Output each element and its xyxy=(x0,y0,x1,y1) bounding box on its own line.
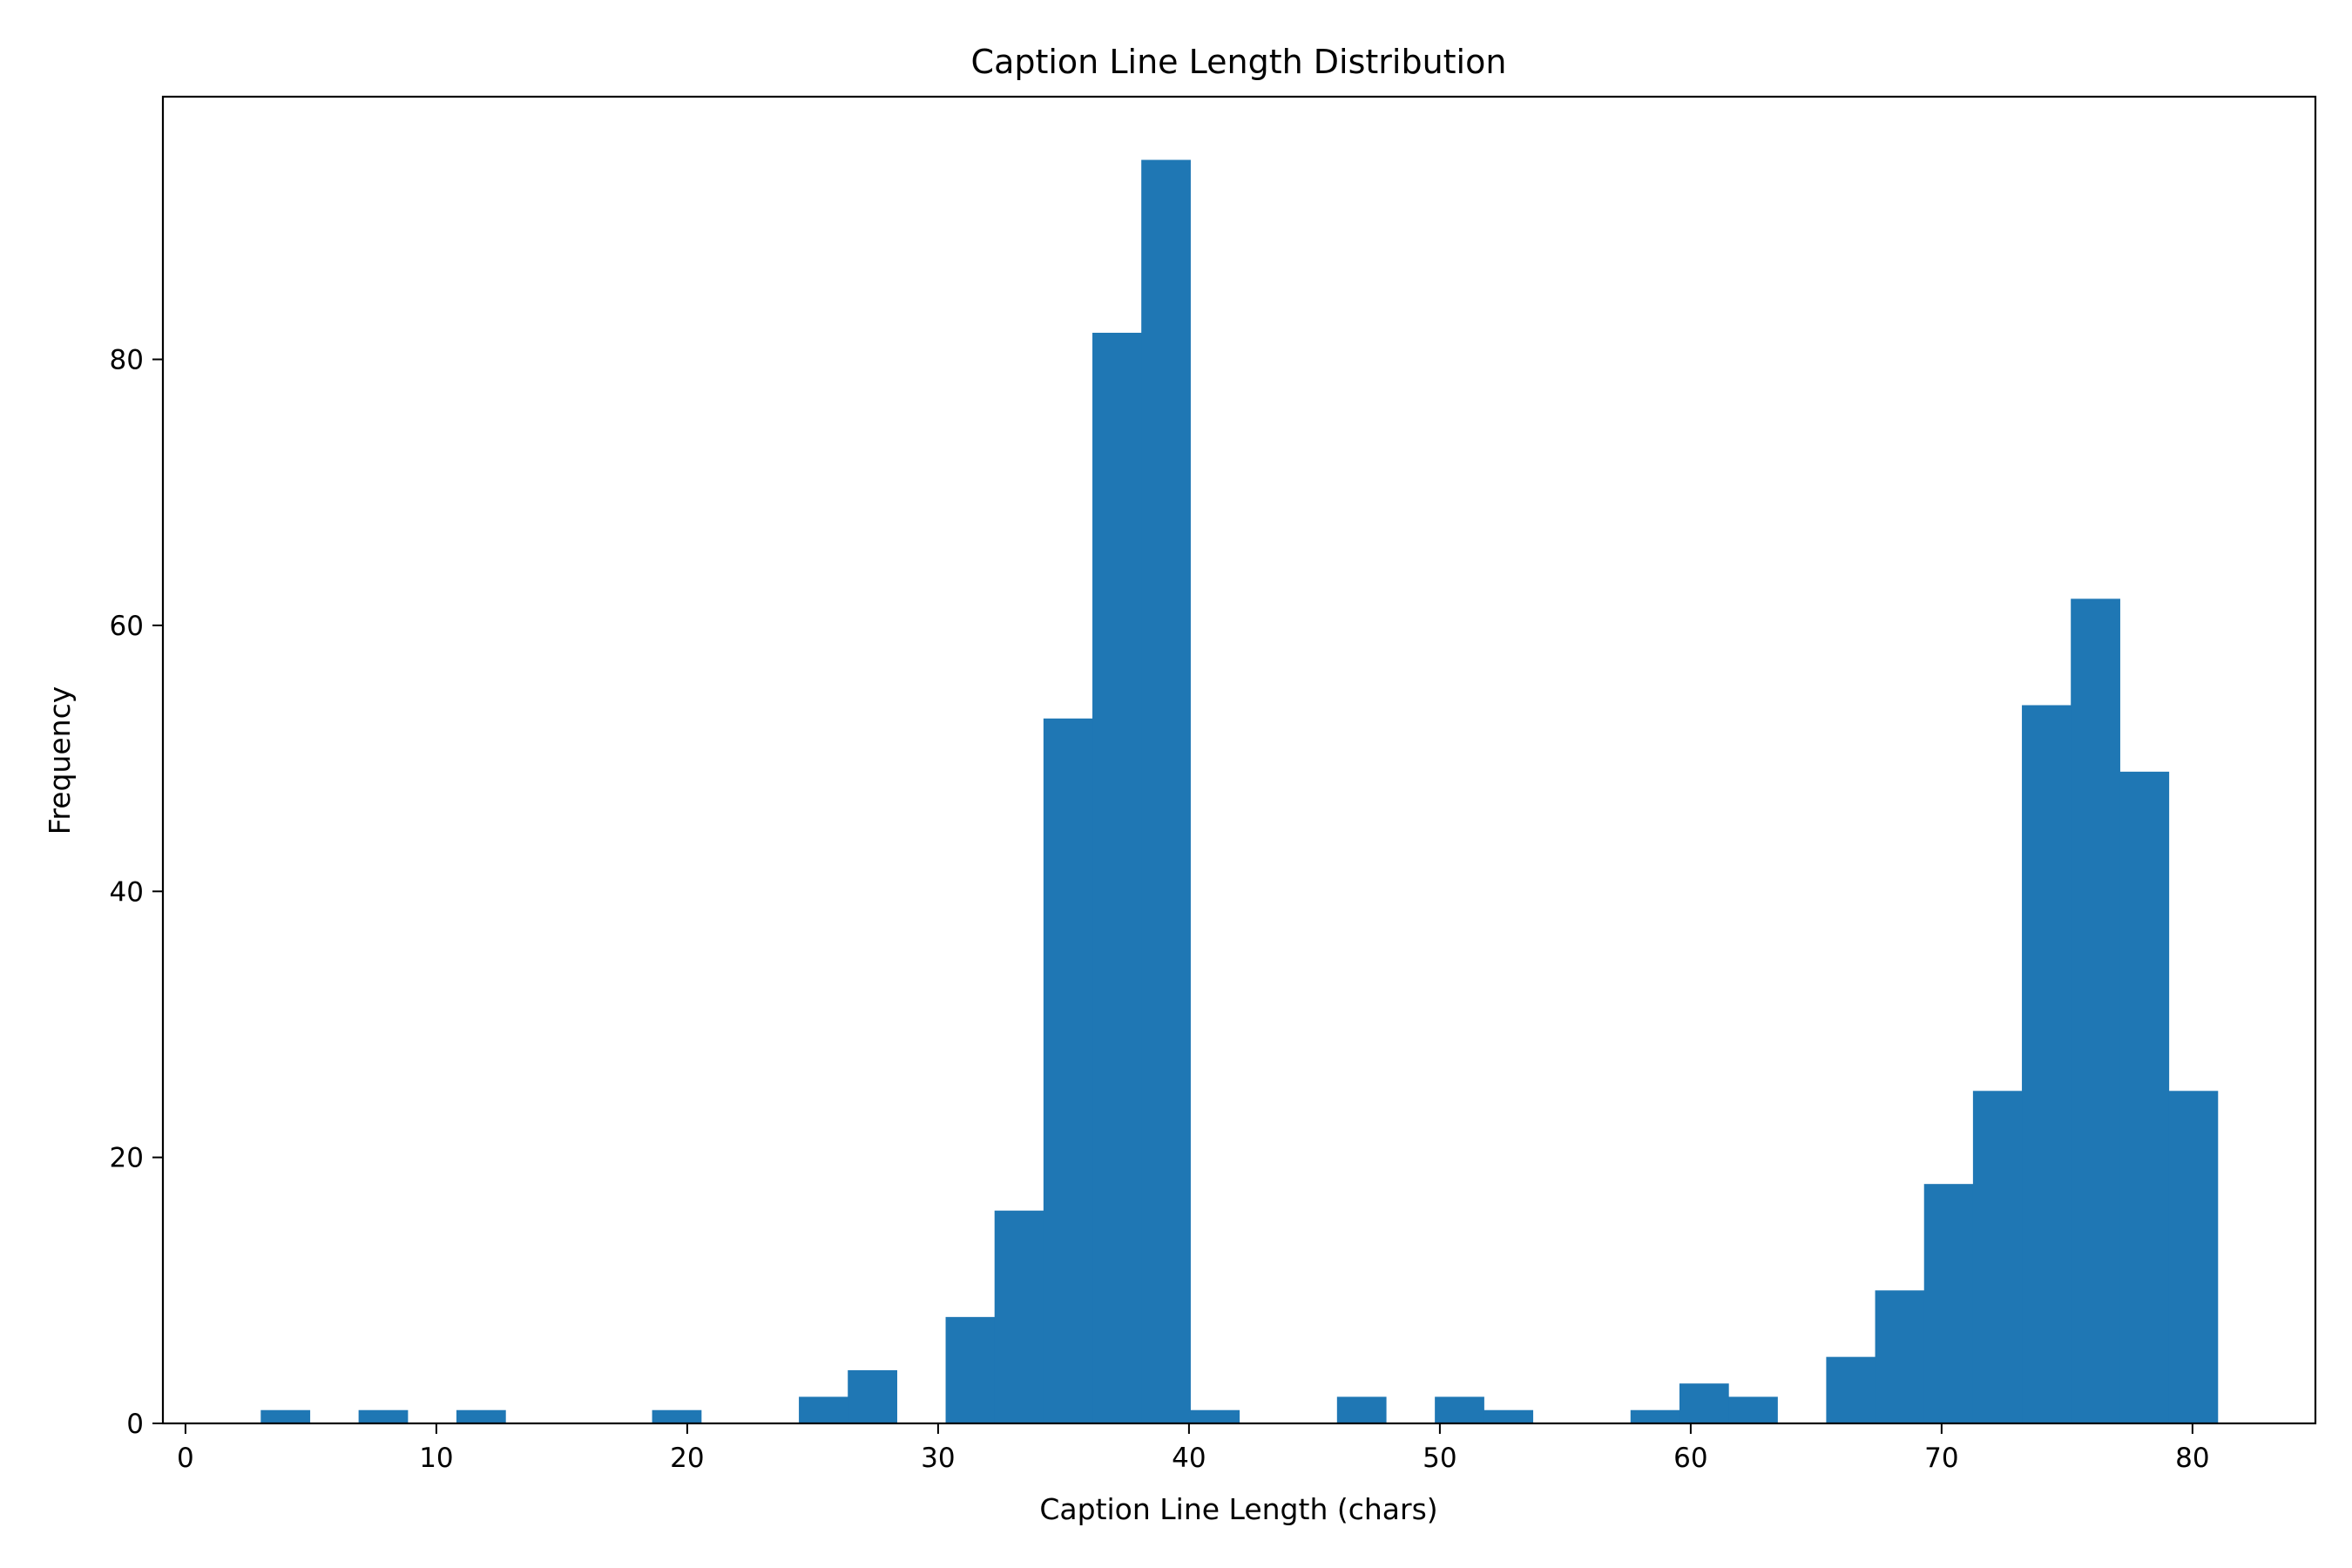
x-tick-label: 80 xyxy=(2175,1443,2209,1474)
histogram-bar xyxy=(848,1369,897,1423)
histogram-bar xyxy=(1972,1091,2023,1423)
histogram-bar xyxy=(1826,1356,1876,1423)
histogram-bar xyxy=(1630,1409,1680,1423)
y-axis-ticks: 0 20 40 60 80 xyxy=(110,345,163,1440)
x-axis-label: Caption Line Length (chars) xyxy=(1039,1492,1437,1526)
y-tick-label: 60 xyxy=(110,611,144,642)
histogram-bar xyxy=(1484,1409,1534,1423)
histogram-bar xyxy=(1435,1396,1484,1423)
histogram-bar xyxy=(2071,598,2120,1423)
histogram-bar xyxy=(799,1396,848,1423)
histogram-bar xyxy=(994,1210,1044,1423)
y-tick-label: 0 xyxy=(126,1409,144,1440)
x-tick-label: 0 xyxy=(177,1443,194,1474)
x-tick-label: 30 xyxy=(921,1443,955,1474)
histogram-bar xyxy=(1923,1184,1974,1423)
x-tick-label: 10 xyxy=(419,1443,453,1474)
histogram-bar xyxy=(260,1409,311,1423)
chart-title: Caption Line Length Distribution xyxy=(971,43,1507,81)
histogram-bar xyxy=(358,1409,409,1423)
histogram-bar xyxy=(1679,1383,1729,1423)
histogram-bar xyxy=(1190,1409,1240,1423)
x-tick-label: 50 xyxy=(1423,1443,1456,1474)
histogram-bar xyxy=(2168,1091,2219,1423)
histogram-bar xyxy=(2022,705,2072,1423)
histogram-bar xyxy=(1875,1290,1925,1423)
x-tick-label: 20 xyxy=(670,1443,704,1474)
histogram-bar xyxy=(456,1409,506,1423)
histogram-bar xyxy=(1043,718,1093,1423)
histogram-bar xyxy=(2119,771,2170,1423)
y-tick-label: 40 xyxy=(110,876,144,908)
x-tick-label: 40 xyxy=(1172,1443,1206,1474)
histogram-bar xyxy=(1728,1396,1778,1423)
x-tick-label: 60 xyxy=(1673,1443,1707,1474)
x-tick-label: 70 xyxy=(1924,1443,1958,1474)
x-axis-ticks: 0 10 20 30 40 50 60 70 80 xyxy=(177,1423,2210,1474)
bars-group xyxy=(260,159,2219,1423)
y-axis-label: Frequency xyxy=(43,686,77,835)
y-tick-label: 20 xyxy=(110,1143,144,1174)
histogram-bar xyxy=(945,1316,996,1423)
histogram-bar xyxy=(1336,1396,1387,1423)
plot-frame xyxy=(161,95,2317,1425)
histogram-bar xyxy=(1141,159,1191,1423)
histogram-bar xyxy=(652,1409,702,1423)
histogram-bar xyxy=(1092,333,1142,1423)
y-tick-label: 80 xyxy=(110,345,144,376)
